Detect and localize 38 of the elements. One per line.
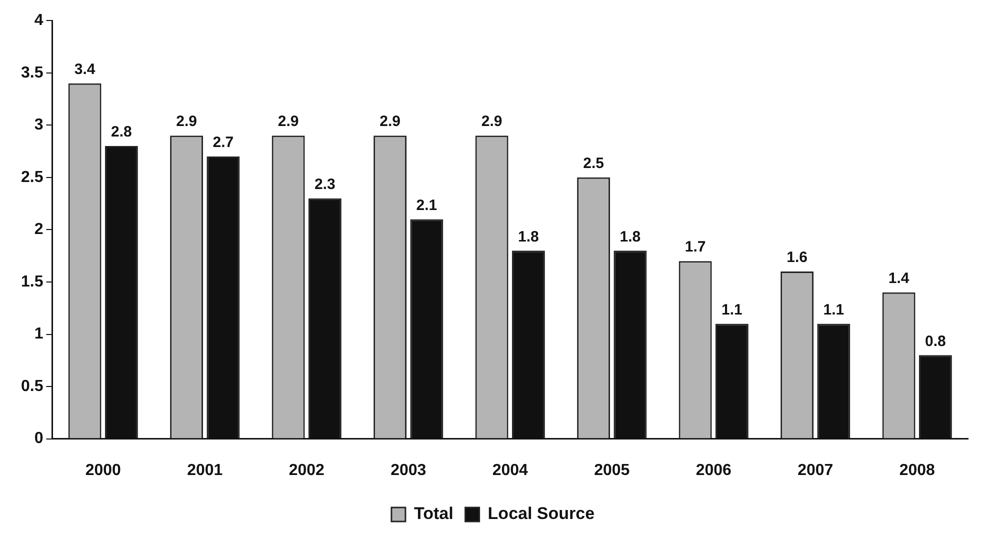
data-label: 2.9 (481, 113, 502, 130)
legend-label: Total (414, 504, 454, 524)
y-tick-label: 4 (34, 12, 44, 30)
data-label: 1.6 (786, 249, 808, 266)
data-label: 2.9 (380, 113, 400, 130)
y-tick-label: 1 (34, 326, 44, 343)
data-label: 1.1 (722, 301, 742, 318)
data-label: 1.8 (518, 228, 539, 246)
x-tick-label: 2008 (899, 462, 936, 479)
x-tick-label: 2007 (798, 462, 834, 479)
x-tick-label: 2004 (492, 462, 528, 479)
data-label: 2.7 (212, 134, 234, 152)
data-label: 2.9 (278, 113, 299, 130)
data-label: 2.1 (416, 196, 438, 214)
y-tick-label: 0 (34, 430, 44, 448)
x-tick-label: 2006 (696, 462, 732, 479)
data-label: 1.4 (888, 270, 910, 288)
data-label: 0.8 (925, 332, 946, 350)
x-tick-label: 2005 (594, 462, 630, 479)
x-tick-label: 2000 (85, 462, 122, 479)
data-label: 2.8 (111, 124, 132, 141)
y-tick-label: 2 (34, 221, 44, 238)
data-label: 1.1 (823, 301, 844, 318)
y-tick-label: 1.5 (20, 273, 44, 290)
x-tick-label: 2003 (390, 462, 426, 479)
data-label: 1.8 (620, 228, 641, 246)
data-label: 2.5 (583, 155, 604, 172)
data-label: 3.4 (74, 60, 96, 78)
legend-label: Local Source (488, 504, 595, 524)
data-label: 2.9 (176, 113, 197, 130)
x-tick-label: 2002 (288, 462, 325, 479)
data-label: 1.7 (684, 238, 706, 256)
y-tick-label: 3 (34, 116, 44, 134)
y-tick-label: 2.5 (20, 168, 44, 186)
data-label: 2.3 (314, 176, 336, 193)
x-tick-label: 2001 (187, 462, 223, 479)
y-tick-label: 3.5 (20, 64, 44, 82)
y-tick-label: 0.5 (20, 378, 44, 395)
